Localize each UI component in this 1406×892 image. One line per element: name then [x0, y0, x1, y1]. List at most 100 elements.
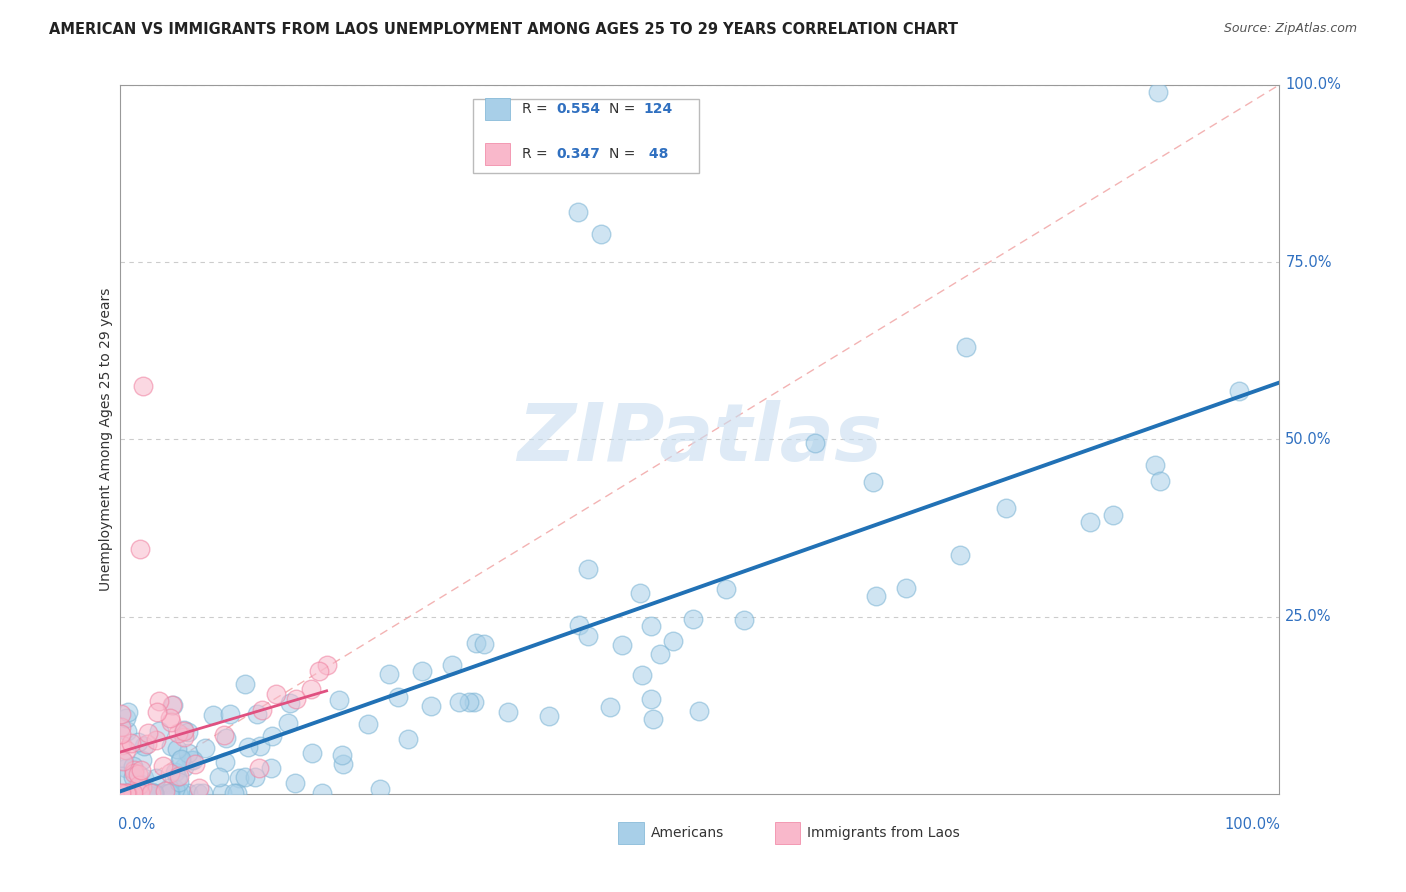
Point: [177, 747, 200, 761]
Point: [648, 647, 671, 661]
Point: [1144, 458, 1167, 472]
Point: [141, 786, 163, 800]
Point: [121, 759, 143, 773]
Point: [368, 782, 391, 797]
Point: [122, 766, 145, 780]
Text: 25.0%: 25.0%: [1285, 609, 1331, 624]
Point: [132, 379, 155, 393]
Point: [387, 690, 409, 704]
Point: [145, 771, 167, 785]
Point: [142, 786, 165, 800]
Point: [247, 761, 270, 775]
Point: [115, 786, 138, 800]
Point: [110, 706, 132, 721]
Point: [152, 759, 174, 773]
Point: [120, 736, 142, 750]
Point: [280, 696, 302, 710]
Point: [576, 561, 599, 575]
Point: [301, 746, 323, 760]
Point: [160, 715, 183, 730]
Point: [149, 786, 172, 800]
Point: [733, 613, 755, 627]
Point: [441, 658, 464, 673]
Y-axis label: Unemployment Among Ages 25 to 29 years: Unemployment Among Ages 25 to 29 years: [98, 287, 112, 591]
Point: [211, 786, 233, 800]
Point: [246, 706, 269, 721]
Point: [142, 786, 165, 800]
Point: [194, 741, 217, 756]
Text: 100.0%: 100.0%: [1285, 78, 1341, 92]
Point: [159, 711, 181, 725]
Point: [110, 720, 132, 734]
Point: [166, 770, 188, 784]
Point: [191, 786, 214, 800]
Point: [173, 723, 195, 737]
Point: [129, 542, 152, 557]
Point: [136, 726, 159, 740]
Point: [143, 786, 166, 800]
Point: [118, 786, 141, 800]
Point: [226, 786, 249, 800]
Point: [260, 730, 283, 744]
Point: [299, 681, 322, 696]
Point: [219, 707, 242, 722]
Point: [159, 766, 181, 780]
Point: [568, 618, 591, 632]
Point: [228, 772, 250, 786]
Text: 100.0%: 100.0%: [1225, 816, 1281, 831]
Text: R =: R =: [522, 147, 553, 161]
Text: 50.0%: 50.0%: [1285, 432, 1331, 447]
Point: [208, 770, 231, 784]
Point: [411, 664, 433, 678]
Point: [129, 786, 152, 800]
Point: [284, 691, 307, 706]
Point: [167, 786, 190, 800]
Point: [165, 764, 187, 779]
Point: [135, 737, 157, 751]
Point: [496, 705, 519, 719]
Point: [640, 692, 662, 706]
Point: [567, 205, 589, 219]
Point: [949, 549, 972, 563]
Point: [150, 786, 173, 800]
Point: [117, 705, 139, 719]
Point: [357, 717, 380, 731]
Point: [110, 786, 132, 800]
Point: [640, 619, 662, 633]
Bar: [474, 99, 700, 173]
Text: Source: ZipAtlas.com: Source: ZipAtlas.com: [1223, 22, 1357, 36]
Point: [122, 786, 145, 800]
Point: [132, 739, 155, 753]
Text: N =: N =: [609, 103, 640, 116]
Point: [111, 753, 134, 767]
Point: [117, 786, 139, 800]
Point: [330, 747, 353, 762]
Point: [259, 761, 281, 775]
Point: [264, 687, 287, 701]
Point: [537, 709, 560, 723]
Point: [153, 784, 176, 798]
Point: [955, 340, 977, 354]
Point: [233, 677, 256, 691]
Point: [315, 658, 337, 673]
Point: [173, 723, 195, 738]
Point: [129, 763, 152, 777]
Point: [396, 731, 419, 746]
Point: [153, 786, 176, 800]
Point: [277, 716, 299, 731]
Point: [995, 501, 1018, 516]
Text: 0.347: 0.347: [557, 147, 600, 161]
Point: [714, 582, 737, 596]
Point: [630, 668, 652, 682]
Point: [152, 786, 174, 800]
Point: [311, 786, 333, 800]
Point: [1227, 384, 1250, 399]
Point: [160, 698, 183, 712]
Point: [628, 585, 651, 599]
Point: [184, 757, 207, 772]
Point: [127, 766, 149, 780]
Point: [115, 761, 138, 775]
Point: [111, 769, 134, 783]
Point: [245, 770, 267, 784]
Point: [169, 753, 191, 767]
